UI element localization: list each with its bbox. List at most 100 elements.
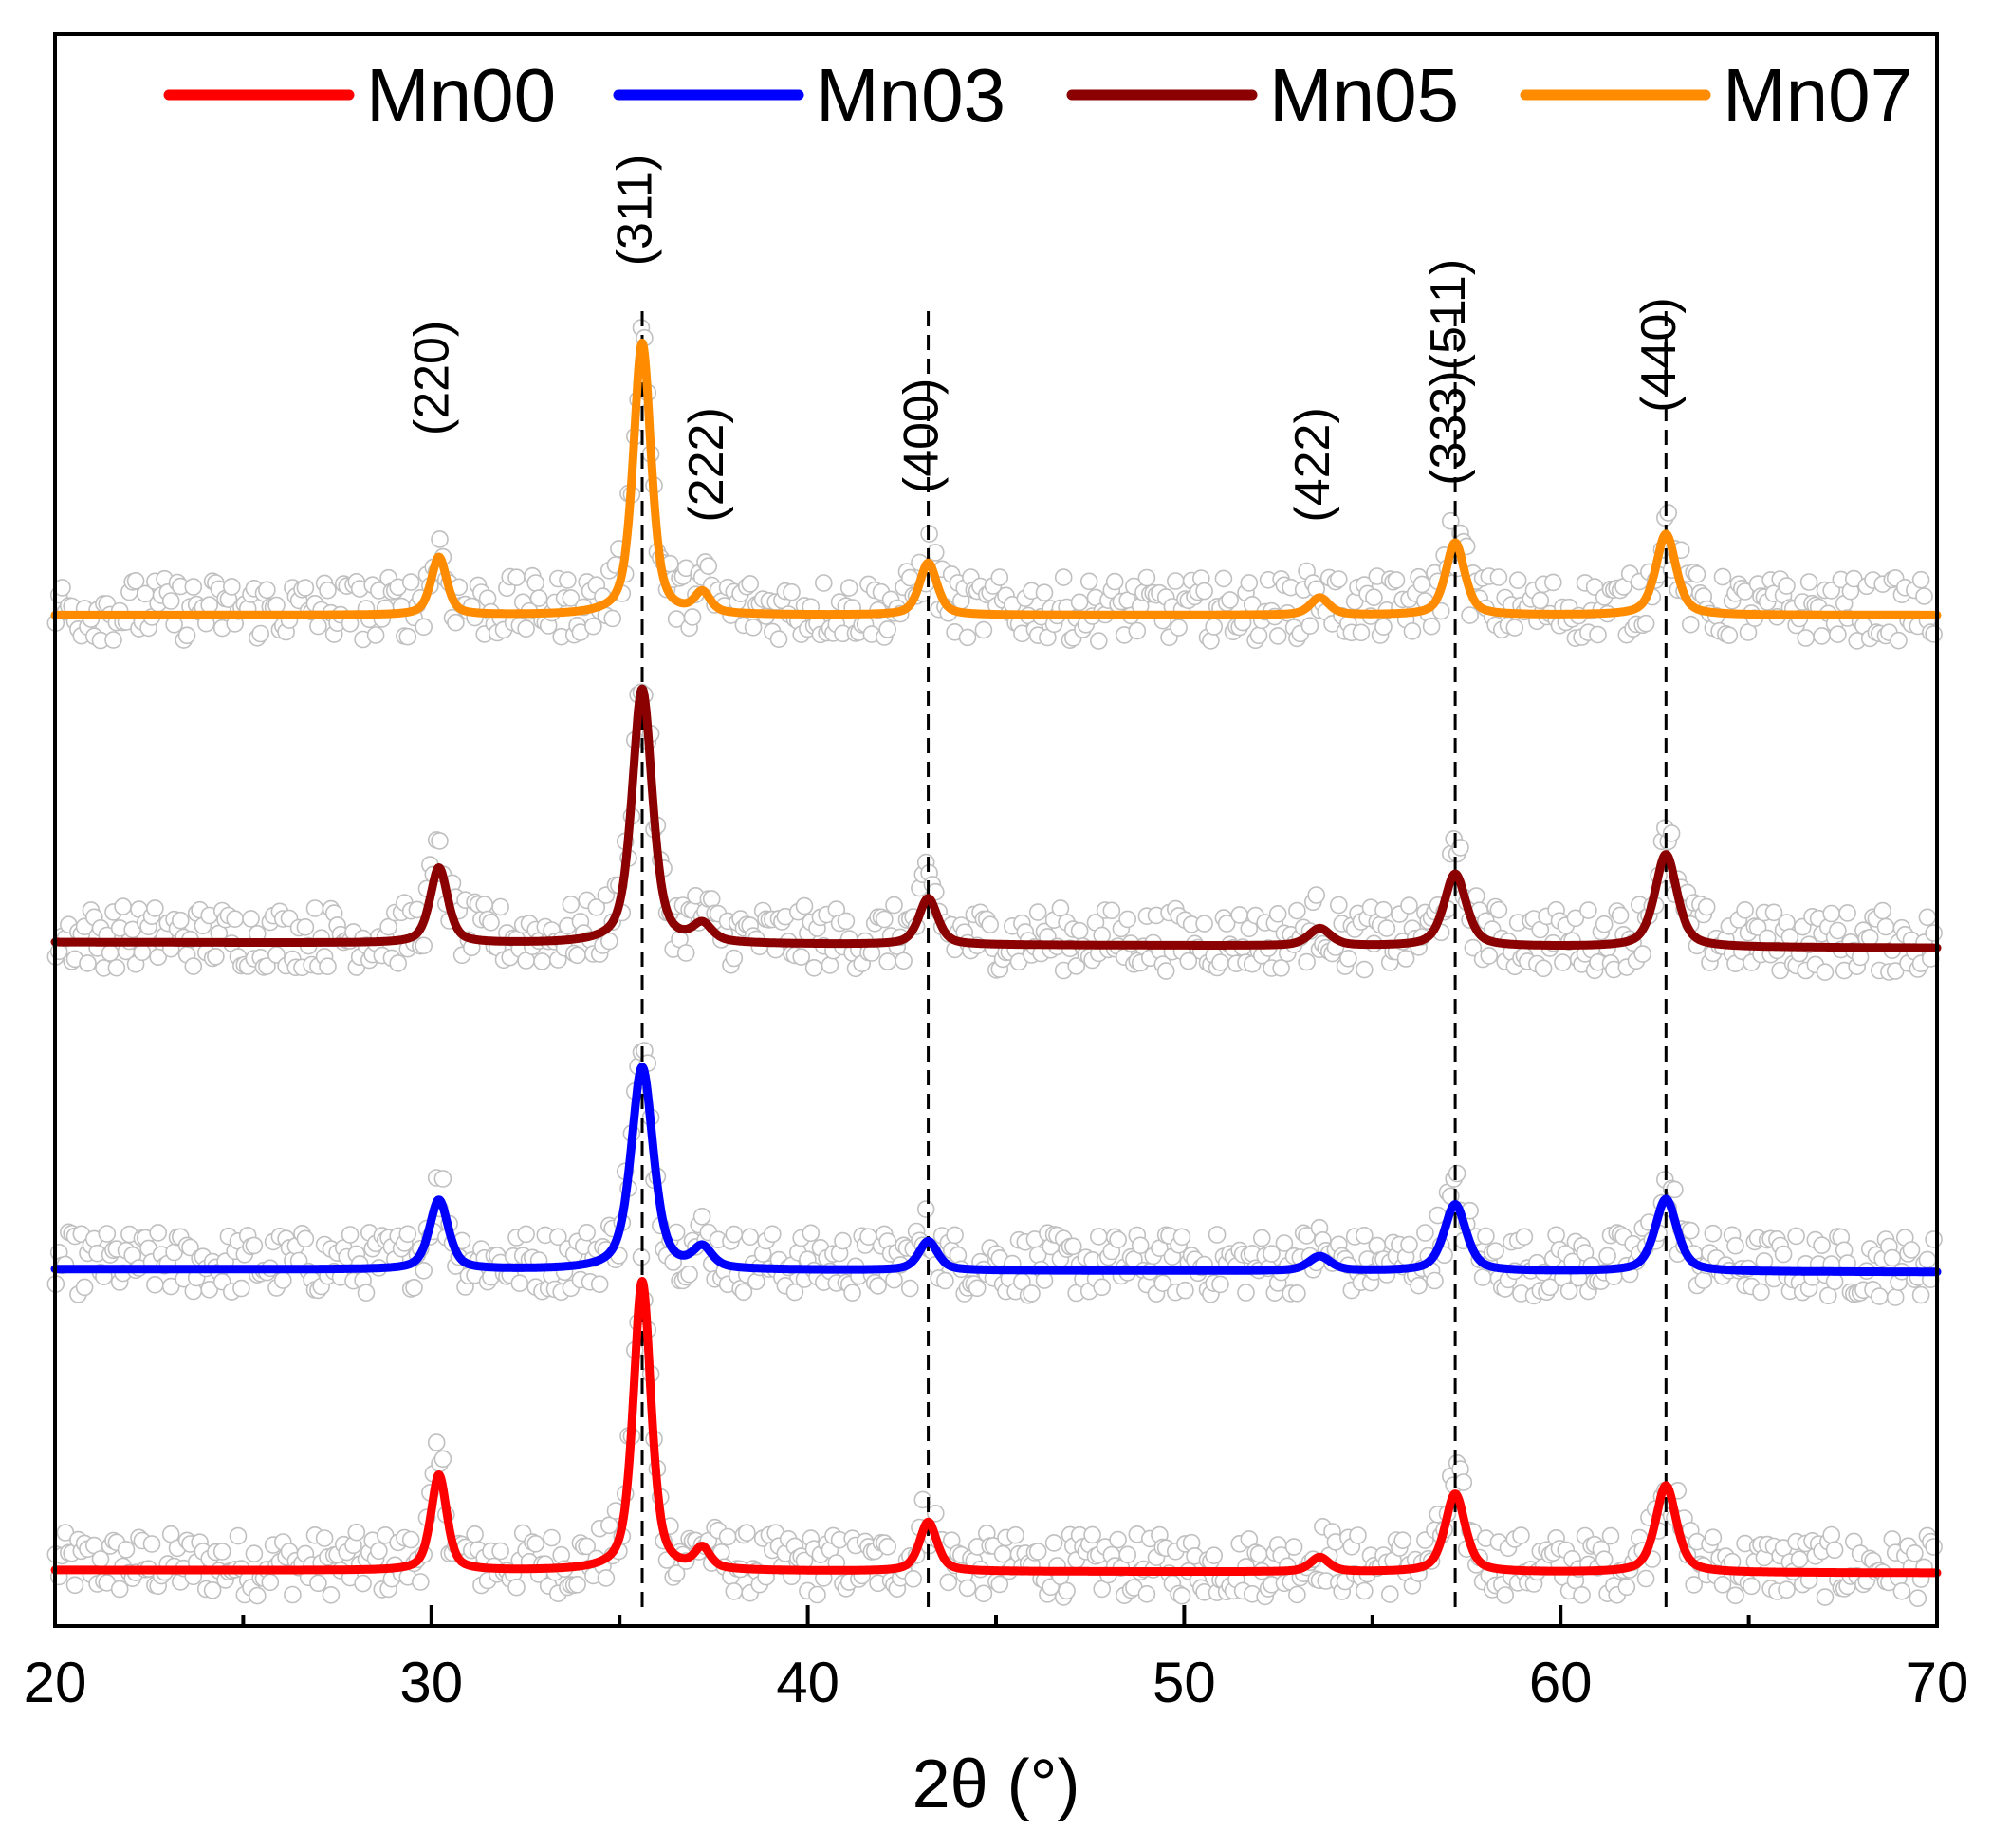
- legend-label-mn00: Mn00: [366, 53, 556, 138]
- data-point: [161, 592, 180, 610]
- data-point: [1559, 1282, 1578, 1301]
- data-point: [232, 1279, 250, 1298]
- data-point: [725, 949, 744, 968]
- data-point: [543, 1528, 561, 1547]
- data-point: [1393, 1531, 1411, 1549]
- data-point: [885, 1270, 903, 1289]
- data-point: [309, 617, 327, 636]
- data-point: [974, 620, 993, 639]
- data-point: [1508, 571, 1527, 590]
- data-point: [1221, 591, 1239, 609]
- peak-label: (222): [679, 407, 734, 522]
- data-point: [242, 910, 260, 928]
- data-point: [1377, 919, 1396, 937]
- data-point: [1137, 1585, 1156, 1603]
- data-point: [357, 1284, 376, 1302]
- data-point: [667, 1564, 686, 1582]
- data-point: [1131, 1236, 1150, 1255]
- legend-label-mn05: Mn05: [1269, 53, 1459, 138]
- data-point: [101, 944, 120, 962]
- data-point: [1890, 631, 1908, 650]
- data-point: [1489, 568, 1508, 586]
- data-point: [1249, 626, 1268, 645]
- data-point: [1093, 1278, 1111, 1297]
- data-point: [1573, 1586, 1591, 1604]
- series-line-mn00: [50, 1277, 1942, 1578]
- data-point: [1822, 904, 1840, 923]
- data-point: [1288, 1284, 1306, 1303]
- data-point: [1486, 1242, 1504, 1260]
- data-point: [1058, 1581, 1076, 1600]
- data-point: [676, 944, 695, 962]
- x-tick-label: 30: [399, 1651, 463, 1714]
- data-point: [1659, 504, 1677, 522]
- data-point: [146, 899, 164, 917]
- data-point: [517, 1225, 535, 1244]
- data-point: [981, 915, 999, 934]
- data-point: [1925, 1538, 1943, 1556]
- data-point: [1105, 572, 1124, 591]
- data-point: [248, 1586, 267, 1605]
- data-point: [142, 1535, 161, 1553]
- data-point: [1035, 1271, 1054, 1289]
- data-point: [431, 530, 449, 548]
- data-point: [1467, 887, 1485, 905]
- data-point: [1915, 587, 1933, 605]
- data-point: [744, 618, 763, 637]
- data-point: [1387, 571, 1406, 589]
- data-point: [1636, 1569, 1655, 1588]
- data-point: [1566, 909, 1585, 928]
- data-point: [203, 1581, 222, 1599]
- data-point: [974, 1584, 993, 1603]
- peak-label: (440): [1632, 297, 1687, 412]
- data-point: [258, 581, 276, 600]
- data-point: [305, 899, 324, 917]
- data-point: [584, 617, 602, 636]
- experimental-points: [46, 319, 1943, 1607]
- data-point: [433, 1450, 452, 1469]
- data-point: [1268, 904, 1287, 923]
- data-point: [1713, 567, 1732, 586]
- x-axis-title: 2θ (°): [913, 1746, 1080, 1822]
- data-point: [1179, 952, 1198, 970]
- data-point: [562, 895, 581, 914]
- data-point: [1211, 953, 1229, 971]
- data-point: [1006, 1525, 1024, 1544]
- data-point: [1774, 1245, 1793, 1264]
- data-point: [834, 1231, 852, 1250]
- data-point: [1726, 1586, 1744, 1605]
- data-point: [1633, 945, 1651, 963]
- data-point: [114, 897, 132, 915]
- data-point: [1883, 1248, 1902, 1267]
- data-point: [149, 1224, 167, 1242]
- data-point: [1412, 575, 1431, 594]
- data-point: [683, 608, 702, 626]
- points-mn00: [46, 1247, 1943, 1607]
- data-point: [792, 948, 811, 966]
- data-point: [936, 1271, 954, 1290]
- data-point: [1284, 1538, 1303, 1556]
- data-point: [79, 954, 97, 972]
- data-point: [1109, 1230, 1127, 1249]
- data-point: [223, 578, 241, 596]
- data-point: [1534, 959, 1553, 978]
- data-point: [1023, 1284, 1041, 1303]
- data-point: [785, 1283, 804, 1302]
- data-point: [990, 568, 1009, 586]
- data-point: [1589, 625, 1607, 644]
- data-point: [1911, 1285, 1930, 1304]
- data-point: [747, 1272, 765, 1291]
- data-point: [200, 596, 218, 615]
- data-point: [1611, 906, 1630, 925]
- data-point: [1051, 899, 1070, 917]
- data-point: [258, 957, 276, 975]
- data-point: [1595, 915, 1614, 933]
- data-point: [398, 627, 417, 646]
- data-point: [913, 1490, 932, 1509]
- data-point: [1028, 1543, 1047, 1561]
- data-point: [172, 911, 190, 930]
- data-point: [916, 1200, 935, 1218]
- data-point: [322, 1586, 341, 1604]
- data-point: [319, 957, 337, 976]
- data-point: [1918, 1250, 1937, 1269]
